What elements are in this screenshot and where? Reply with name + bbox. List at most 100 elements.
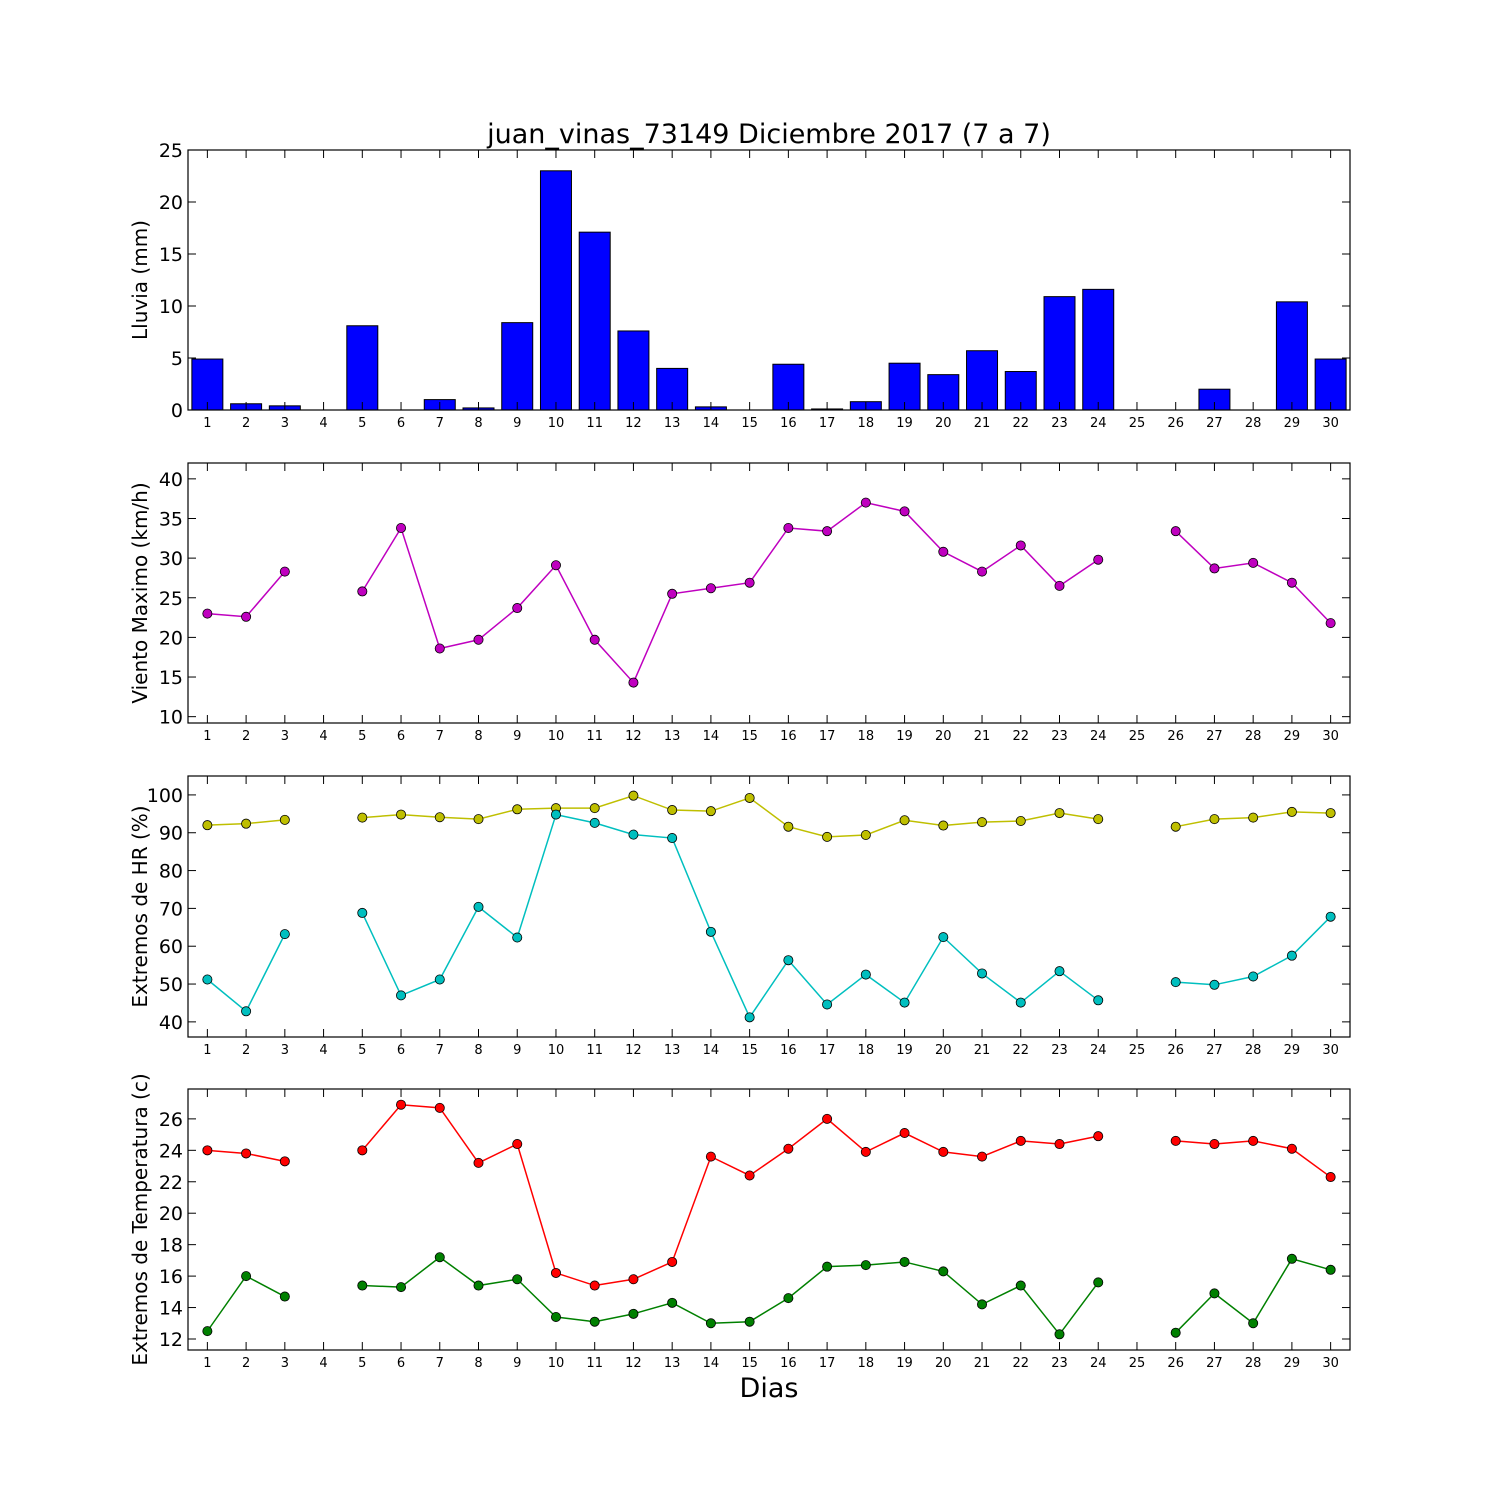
temperature-temp-max-point — [1325, 1172, 1336, 1183]
temperature-xtick-label: 11 — [586, 1356, 603, 1371]
humidity-xtick-label: 21 — [974, 1043, 991, 1058]
temperature-temp-min-point — [860, 1260, 871, 1271]
humidity-xtick-label: 23 — [1051, 1043, 1068, 1058]
temperature-xtick-label: 20 — [935, 1356, 952, 1371]
wind-wind-point — [202, 608, 213, 619]
rain-xtick-label: 26 — [1167, 416, 1184, 431]
rain-xtick-label: 24 — [1090, 416, 1107, 431]
rain-xtick-label: 20 — [935, 416, 952, 431]
wind-xtick-label: 20 — [935, 729, 952, 744]
wind-wind-point — [977, 566, 988, 577]
rain-xtick-label: 18 — [858, 416, 875, 431]
rain-xtick-label: 25 — [1129, 416, 1146, 431]
humidity-hr-min-point — [512, 932, 523, 943]
temperature-temp-max-point — [550, 1267, 561, 1278]
temperature-xtick-label: 22 — [1012, 1356, 1029, 1371]
temperature-temp-max-point — [705, 1151, 716, 1162]
rain-rain-bar — [191, 358, 224, 411]
temperature-ytick-label: 22 — [159, 1172, 183, 1194]
humidity-hr-min-point — [744, 1012, 755, 1023]
temperature-temp-min-point — [667, 1297, 678, 1308]
rain-rain-bar — [501, 322, 534, 411]
temperature-temp-min-point — [1286, 1253, 1297, 1264]
wind-wind-line — [361, 501, 1099, 684]
rain-xtick-label: 16 — [780, 416, 797, 431]
humidity-hr-min-point — [628, 829, 639, 840]
wind-axes-frame — [187, 462, 1351, 724]
temperature-temp-max-point — [1170, 1135, 1181, 1146]
humidity-xtick-label: 13 — [664, 1043, 681, 1058]
rain-xtick-label: 3 — [281, 416, 289, 431]
temperature-temp-min-point — [1054, 1329, 1065, 1340]
wind-xtick-label: 9 — [513, 729, 521, 744]
wind-xtick-label: 28 — [1245, 729, 1262, 744]
wind-ytick-label: 20 — [159, 627, 183, 649]
wind-wind-point — [434, 643, 445, 654]
humidity-hr-max-point — [1170, 821, 1181, 832]
humidity-ytick-label: 60 — [159, 936, 183, 958]
wind-wind-point — [705, 583, 716, 594]
wind-wind-point — [783, 523, 794, 534]
humidity-hr-max-point — [589, 803, 600, 814]
temperature-ytick-label: 26 — [159, 1109, 183, 1131]
temperature-temp-min-point — [783, 1293, 794, 1304]
humidity-hr-max-point — [899, 815, 910, 826]
wind-wind-point — [744, 577, 755, 588]
humidity-hr-min-point — [202, 974, 213, 985]
humidity-hr-min-point — [550, 809, 561, 820]
wind-ytick-label: 25 — [159, 588, 183, 610]
rain-xtick-label: 30 — [1322, 416, 1339, 431]
humidity-hr-min-point — [822, 999, 833, 1010]
humidity-hr-max-point — [1093, 814, 1104, 825]
wind-wind-point — [1248, 557, 1259, 568]
wind-xtick-label: 4 — [319, 729, 327, 744]
wind-xtick-label: 17 — [819, 729, 836, 744]
rain-xtick-label: 19 — [896, 416, 913, 431]
wind-xtick-label: 10 — [548, 729, 565, 744]
temperature-temp-max-point — [899, 1128, 910, 1139]
humidity-hr-max-point — [1209, 814, 1220, 825]
temperature-xtick-label: 9 — [513, 1356, 521, 1371]
humidity-xtick-label: 10 — [548, 1043, 565, 1058]
wind-wind-point — [1209, 563, 1220, 574]
rain-xtick-label: 15 — [741, 416, 758, 431]
rain-xtick-label: 6 — [397, 416, 405, 431]
wind-wind-point — [860, 497, 871, 508]
temperature-xtick-label: 2 — [242, 1356, 250, 1371]
humidity-xtick-label: 2 — [242, 1043, 250, 1058]
temperature-temp-max-point — [241, 1148, 252, 1159]
wind-wind-point — [396, 523, 407, 534]
temperature-y-axis-label: Extremos de Temperatura (c) — [128, 1073, 152, 1365]
rain-xtick-label: 8 — [474, 416, 482, 431]
wind-xtick-label: 14 — [703, 729, 720, 744]
temperature-temp-max-point — [1248, 1135, 1259, 1146]
temperature-temp-min-point — [357, 1280, 368, 1291]
temperature-temp-min-point — [1170, 1327, 1181, 1338]
humidity-hr-min-point — [1209, 979, 1220, 990]
humidity-xtick-label: 6 — [397, 1043, 405, 1058]
humidity-hr-min-point — [1248, 971, 1259, 982]
rain-xtick-label: 29 — [1284, 416, 1301, 431]
temperature-xtick-label: 16 — [780, 1356, 797, 1371]
rain-xtick-label: 7 — [436, 416, 444, 431]
humidity-hr-max-point — [860, 830, 871, 841]
temperature-xtick-label: 15 — [741, 1356, 758, 1371]
wind-xtick-label: 11 — [586, 729, 603, 744]
humidity-xtick-label: 3 — [281, 1043, 289, 1058]
temperature-xtick-label: 10 — [548, 1356, 565, 1371]
temperature-temp-max-point — [357, 1145, 368, 1156]
wind-wind-point — [473, 634, 484, 645]
temperature-temp-min-point — [1248, 1318, 1259, 1329]
wind-wind-point — [589, 634, 600, 645]
wind-wind-point — [938, 546, 949, 557]
wind-wind-point — [899, 506, 910, 517]
humidity-xtick-label: 27 — [1206, 1043, 1223, 1058]
wind-wind-point — [1325, 618, 1336, 629]
wind-wind-point — [1015, 540, 1026, 551]
temperature-temp-max-point — [667, 1256, 678, 1267]
temperature-xtick-label: 1 — [203, 1356, 211, 1371]
